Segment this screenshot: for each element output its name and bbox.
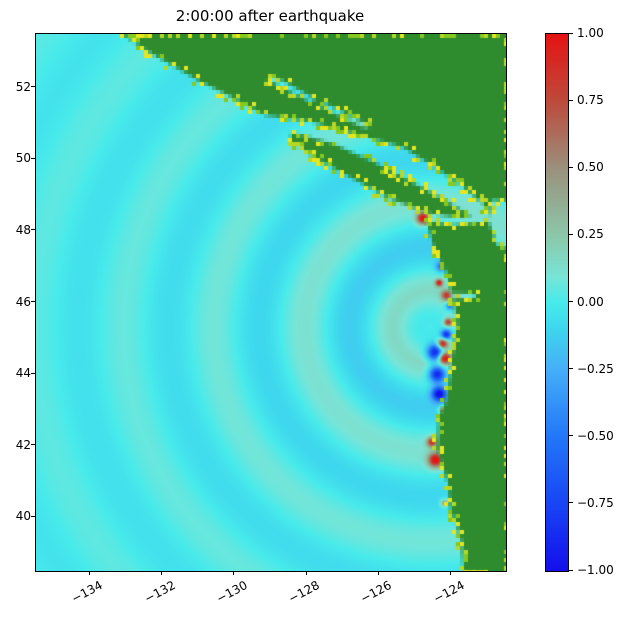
colorbar-tick-label: 0.25 [577, 226, 627, 242]
y-tick-mark [31, 444, 35, 445]
heatmap-canvas [36, 34, 506, 571]
figure: 2:00:00 after earthquake −134 −132 −130 −12… [0, 0, 638, 617]
colorbar-tick-mark [569, 502, 573, 503]
x-tick-mark [450, 571, 451, 575]
colorbar-tick-mark [569, 435, 573, 436]
colorbar-tick-label: −1.00 [577, 562, 627, 578]
colorbar-tick-mark [569, 301, 573, 302]
x-tick-mark [306, 571, 307, 575]
y-tick-mark [31, 373, 35, 374]
y-tick-mark [31, 301, 35, 302]
x-tick-mark [233, 571, 234, 575]
map-axes [35, 33, 507, 572]
x-tick-mark [161, 571, 162, 575]
colorbar-tick-label: 0.00 [577, 294, 627, 310]
chart-title: 2:00:00 after earthquake [35, 7, 505, 25]
x-tick-label: −128 [286, 578, 322, 606]
colorbar-tick-mark [569, 570, 573, 571]
colorbar [545, 33, 569, 572]
colorbar-tick-mark [569, 167, 573, 168]
x-tick-label: −126 [359, 578, 395, 606]
x-tick-label: −124 [431, 578, 467, 606]
y-tick-label: 46 [1, 294, 31, 310]
x-tick-mark [378, 571, 379, 575]
colorbar-tick-label: 0.50 [577, 159, 627, 175]
colorbar-tick-mark [569, 234, 573, 235]
colorbar-tick-mark [569, 368, 573, 369]
colorbar-tick-mark [569, 100, 573, 101]
colorbar-tick-label: −0.50 [577, 428, 627, 444]
x-tick-label: −134 [69, 578, 105, 606]
colorbar-tick-label: 1.00 [577, 25, 627, 41]
colorbar-tick-label: −0.25 [577, 361, 627, 377]
y-tick-mark [31, 86, 35, 87]
y-tick-label: 52 [1, 79, 31, 95]
colorbar-tick-mark [569, 33, 573, 34]
y-tick-label: 50 [1, 150, 31, 166]
colorbar-canvas [546, 34, 568, 571]
y-tick-mark [31, 516, 35, 517]
y-tick-label: 48 [1, 222, 31, 238]
y-tick-label: 42 [1, 437, 31, 453]
y-tick-label: 44 [1, 365, 31, 381]
y-tick-mark [31, 229, 35, 230]
y-tick-mark [31, 158, 35, 159]
colorbar-tick-label: −0.75 [577, 495, 627, 511]
x-tick-label: −130 [214, 578, 250, 606]
x-tick-label: −132 [142, 578, 178, 606]
x-tick-mark [89, 571, 90, 575]
y-tick-label: 40 [1, 508, 31, 524]
colorbar-tick-label: 0.75 [577, 92, 627, 108]
